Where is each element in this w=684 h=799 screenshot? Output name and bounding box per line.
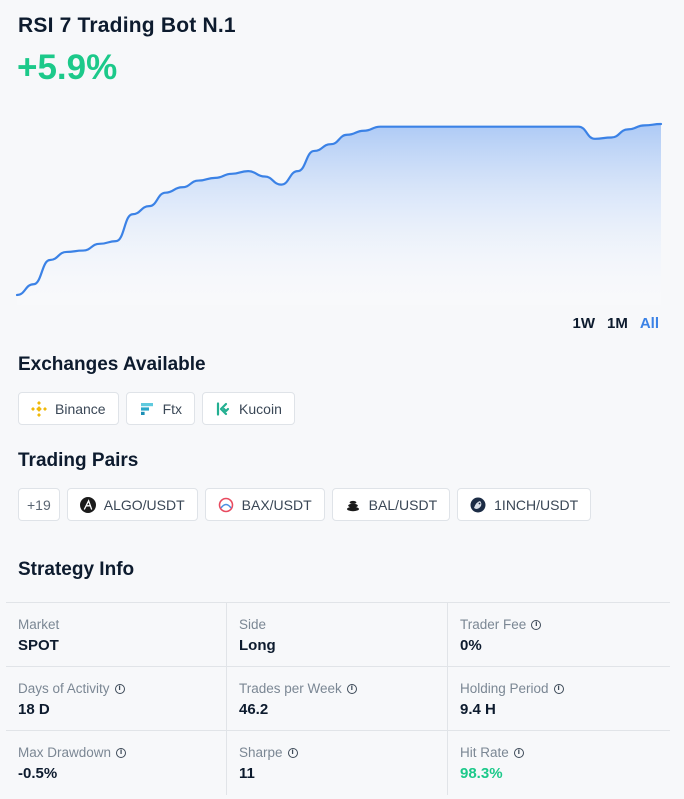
range-all-button[interactable]: All xyxy=(639,315,659,332)
stat-label: Side xyxy=(239,617,267,632)
pair-label: BAL/USDT xyxy=(368,496,438,513)
strategy-row: Days of Activity i 18 D Trades per Week i … xyxy=(6,667,670,731)
pair-chip-1inch[interactable]: 1INCH/USDT xyxy=(457,488,592,521)
stat-max-drawdown: Max Drawdown i -0.5% xyxy=(6,731,227,795)
strategy-info-title: Strategy Info xyxy=(18,559,135,580)
info-icon[interactable]: i xyxy=(287,747,298,758)
more-pairs-button[interactable]: +19 xyxy=(18,488,60,521)
exchange-chip-kucoin[interactable]: Kucoin xyxy=(202,392,295,425)
exchange-label: Binance xyxy=(55,400,106,417)
exchange-chip-ftx[interactable]: Ftx xyxy=(125,392,196,425)
stat-label: Trader Fee xyxy=(460,617,527,632)
stat-side: Side Long xyxy=(227,603,448,666)
strategy-info-grid: Market SPOT Side Long Trader Fee i 0% Day… xyxy=(6,602,670,795)
stat-value: SPOT xyxy=(18,637,59,654)
stat-value: 9.4 H xyxy=(460,701,496,718)
stat-label: Trades per Week xyxy=(239,681,342,696)
ftx-icon xyxy=(139,401,155,417)
stat-label: Holding Period xyxy=(460,681,549,696)
performance-chart xyxy=(15,122,663,305)
time-range-selector: 1W 1M All xyxy=(572,315,659,332)
stat-label: Hit Rate xyxy=(460,745,509,760)
info-icon[interactable]: i xyxy=(513,747,524,758)
stat-value: -0.5% xyxy=(18,765,58,782)
stat-sharpe: Sharpe i 11 xyxy=(227,731,448,795)
exchange-chip-binance[interactable]: Binance xyxy=(18,392,119,425)
kucoin-icon xyxy=(215,401,231,417)
performance-line xyxy=(15,122,663,297)
exchanges-title: Exchanges Available xyxy=(18,354,206,375)
info-icon[interactable]: i xyxy=(114,683,125,694)
trading-pairs-title: Trading Pairs xyxy=(18,450,139,471)
bal-icon xyxy=(345,497,361,513)
exchange-label: Kucoin xyxy=(239,400,282,417)
stat-value: 98.3% xyxy=(460,765,503,782)
pair-label: ALGO/USDT xyxy=(103,496,185,513)
range-1m-button[interactable]: 1M xyxy=(606,315,628,332)
stat-label: Max Drawdown xyxy=(18,745,112,760)
trading-pairs-list: +19 ALGO/USDT BAX/USDT BAL/USDT xyxy=(18,488,592,521)
strategy-row: Market SPOT Side Long Trader Fee i 0% xyxy=(6,603,670,667)
stat-value: 11 xyxy=(239,765,255,782)
stat-trader-fee: Trader Fee i 0% xyxy=(448,603,670,666)
stat-label: Market xyxy=(18,617,60,632)
pair-chip-bax[interactable]: BAX/USDT xyxy=(204,488,325,521)
exchange-label: Ftx xyxy=(162,400,183,417)
stat-value: 46.2 xyxy=(239,701,269,718)
stat-value: 18 D xyxy=(18,701,50,718)
binance-icon xyxy=(31,400,47,417)
algo-icon xyxy=(79,496,96,513)
stat-label: Days of Activity xyxy=(18,681,110,696)
stat-trades-per-week: Trades per Week i 46.2 xyxy=(227,667,448,730)
return-percentage: +5.9% xyxy=(17,48,118,87)
pair-chip-algo[interactable]: ALGO/USDT xyxy=(66,488,198,521)
stat-days-of-activity: Days of Activity i 18 D xyxy=(6,667,227,730)
info-icon[interactable]: i xyxy=(553,683,564,694)
info-icon[interactable]: i xyxy=(531,619,542,630)
info-icon[interactable]: i xyxy=(346,683,357,694)
stat-holding-period: Holding Period i 9.4 H xyxy=(448,667,670,730)
stat-market: Market SPOT xyxy=(6,603,227,666)
pair-chip-bal[interactable]: BAL/USDT xyxy=(331,488,451,521)
exchanges-list: Binance Ftx Kucoin xyxy=(18,392,295,425)
info-icon[interactable]: i xyxy=(116,747,127,758)
pair-label: BAX/USDT xyxy=(241,496,312,513)
bax-icon xyxy=(218,497,234,513)
stat-value: Long xyxy=(239,637,276,654)
performance-area xyxy=(17,124,661,305)
stat-hit-rate: Hit Rate i 98.3% xyxy=(448,731,670,795)
stat-value: 0% xyxy=(460,637,482,654)
strategy-row: Max Drawdown i -0.5% Sharpe i 11 Hit Rate i… xyxy=(6,731,670,795)
bot-title: RSI 7 Trading Bot N.1 xyxy=(18,14,236,37)
range-1w-button[interactable]: 1W xyxy=(572,315,595,332)
1inch-icon xyxy=(470,497,486,513)
pair-label: 1INCH/USDT xyxy=(494,496,579,513)
stat-label: Sharpe xyxy=(239,745,283,760)
